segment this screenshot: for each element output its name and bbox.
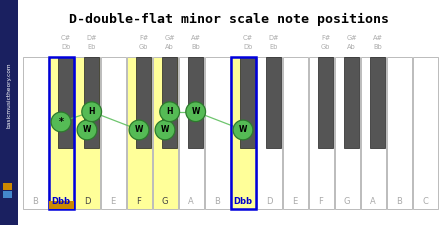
Text: A#: A# — [191, 35, 201, 41]
Bar — [100, 57, 125, 209]
Bar — [240, 57, 255, 148]
Bar — [308, 57, 334, 209]
Bar — [127, 57, 151, 209]
Text: *: * — [59, 117, 63, 127]
Text: F#: F# — [321, 35, 330, 41]
Text: G: G — [162, 198, 168, 207]
Bar — [136, 57, 151, 148]
Bar — [84, 57, 99, 148]
Text: basicmusictheory.com: basicmusictheory.com — [7, 62, 11, 128]
Text: B: B — [396, 198, 402, 207]
Text: Dbb: Dbb — [234, 198, 253, 207]
Circle shape — [129, 120, 149, 140]
Circle shape — [82, 102, 102, 122]
Text: B: B — [214, 198, 220, 207]
Text: G: G — [344, 198, 350, 207]
Text: W: W — [135, 126, 143, 135]
Bar — [188, 57, 203, 148]
Text: C#: C# — [242, 35, 253, 41]
Text: W: W — [191, 107, 200, 116]
Bar — [257, 57, 282, 209]
Circle shape — [160, 102, 180, 122]
Text: Eb: Eb — [269, 44, 278, 50]
Text: A: A — [188, 198, 194, 207]
Text: F: F — [136, 198, 141, 207]
Text: G#: G# — [346, 35, 357, 41]
Bar — [153, 57, 177, 209]
Text: Gb: Gb — [321, 44, 330, 50]
Text: F: F — [319, 198, 323, 207]
Circle shape — [186, 102, 205, 122]
Text: Db: Db — [243, 44, 252, 50]
Bar — [48, 57, 73, 209]
Text: A: A — [370, 198, 376, 207]
Text: Bb: Bb — [191, 44, 200, 50]
Text: W: W — [161, 126, 169, 135]
Bar — [74, 57, 99, 209]
Bar — [360, 57, 385, 209]
Text: C: C — [422, 198, 428, 207]
Text: W: W — [239, 126, 247, 135]
Bar — [344, 57, 359, 148]
Bar — [282, 57, 308, 209]
Text: Ab: Ab — [347, 44, 356, 50]
Bar — [22, 57, 48, 209]
Text: Ab: Ab — [165, 44, 174, 50]
Bar — [48, 57, 73, 209]
Bar — [370, 57, 385, 148]
Bar — [266, 57, 281, 148]
Text: D: D — [266, 198, 272, 207]
Text: E: E — [110, 198, 116, 207]
Text: D#: D# — [86, 35, 97, 41]
Text: C#: C# — [61, 35, 71, 41]
Bar — [3, 183, 12, 190]
Text: H: H — [166, 107, 173, 116]
Text: D-double-flat minor scale note positions: D-double-flat minor scale note positions — [69, 13, 389, 26]
Text: D#: D# — [268, 35, 279, 41]
Text: Gb: Gb — [139, 44, 148, 50]
Text: W: W — [83, 126, 91, 135]
Bar — [205, 57, 230, 209]
Text: Db: Db — [61, 44, 70, 50]
Text: G#: G# — [165, 35, 175, 41]
Text: Eb: Eb — [88, 44, 96, 50]
Bar — [3, 191, 12, 198]
Text: A#: A# — [373, 35, 383, 41]
Text: E: E — [292, 198, 297, 207]
Text: F#: F# — [139, 35, 148, 41]
Text: B: B — [32, 198, 38, 207]
Circle shape — [155, 120, 175, 140]
Circle shape — [77, 120, 97, 140]
Bar — [48, 201, 73, 209]
Text: D: D — [84, 198, 90, 207]
Bar — [58, 57, 73, 148]
Text: H: H — [88, 107, 95, 116]
Bar — [162, 57, 177, 148]
Bar — [334, 57, 359, 209]
Text: Dbb: Dbb — [51, 198, 70, 207]
Bar — [318, 57, 333, 148]
Text: Bb: Bb — [373, 44, 382, 50]
Circle shape — [51, 112, 71, 132]
Bar — [231, 57, 256, 209]
Bar — [179, 57, 203, 209]
Bar — [386, 57, 411, 209]
Circle shape — [233, 120, 253, 140]
Bar — [413, 57, 437, 209]
Bar — [0, 0, 18, 225]
Bar — [231, 57, 256, 209]
